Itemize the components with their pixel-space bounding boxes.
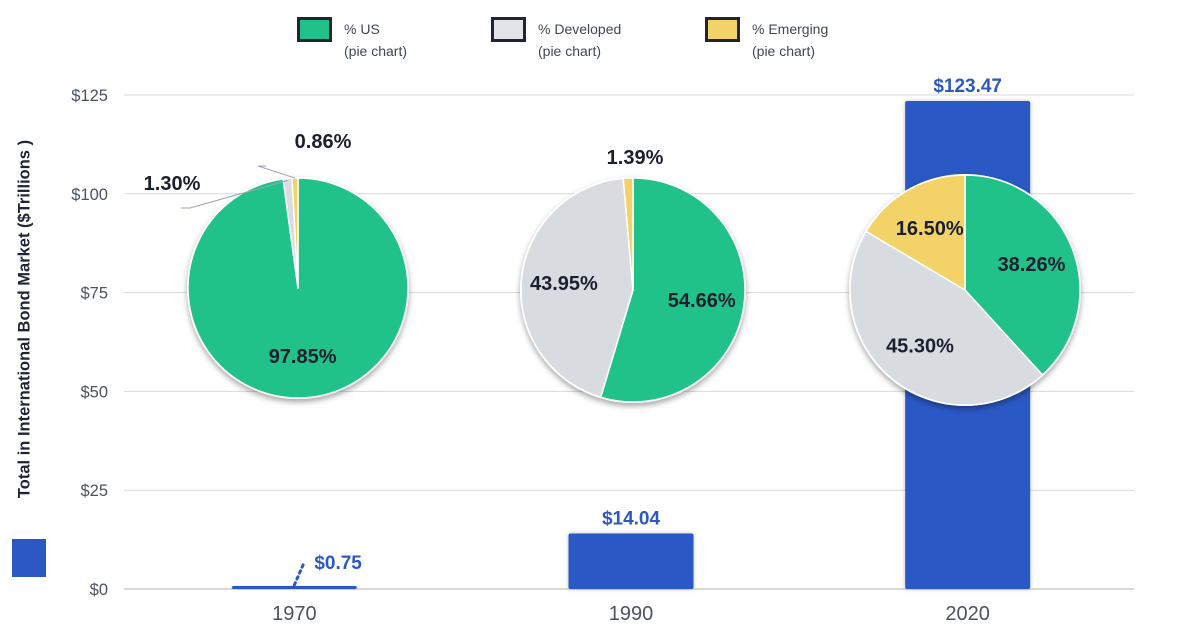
legend-swatch-developed — [491, 17, 526, 42]
y-axis-ticks: $0 $25 $50 $75 $100 $125 — [71, 87, 108, 599]
bar — [231, 586, 357, 589]
pie-label-developed: 1.30% — [144, 173, 201, 195]
legend-swatch-total[interactable] — [12, 539, 46, 577]
x-tick-label: 1970 — [272, 603, 317, 625]
pie-label-developed: 45.30% — [886, 335, 954, 357]
pie-label-emerging: 0.86% — [295, 131, 352, 153]
pie-label-emerging: 1.39% — [607, 147, 664, 169]
bar-value-label: $14.04 — [602, 509, 661, 530]
pie-leader-line — [181, 180, 288, 209]
legend-swatch-emerging — [705, 17, 740, 42]
pie-1990: 54.66% 43.95% 1.39% — [520, 147, 746, 403]
pie-2020: 38.26% 45.30% 16.50% — [849, 174, 1081, 406]
x-tick-label: 2020 — [945, 603, 990, 625]
bar-value-label: $123.47 — [933, 76, 1002, 97]
legend-item-emerging[interactable]: % Emerging (pie chart) — [705, 17, 828, 62]
pie-slice-emerging — [291, 177, 299, 289]
legend-sublabel-us: (pie chart) — [344, 43, 408, 59]
y-tick-label: $25 — [80, 482, 108, 500]
x-axis-ticks: 1970 1990 2020 — [272, 603, 990, 625]
x-tick-label: 1990 — [609, 603, 654, 625]
pie-label-us: 54.66% — [668, 290, 736, 312]
legend-sublabel-developed: (pie chart) — [538, 43, 602, 59]
pie-1970: 97.85% 1.30% 0.86% — [144, 131, 409, 399]
pie-label-us: 97.85% — [269, 346, 337, 368]
pie-slice-developed — [520, 177, 634, 398]
y-axis-title: Total in International Bond Market ($Tri… — [15, 139, 34, 499]
pie-slice-developed — [849, 230, 1044, 406]
y-tick-label: $100 — [71, 186, 108, 204]
pie-slice-us — [964, 174, 1081, 376]
legend-sublabel-emerging: (pie chart) — [752, 43, 816, 59]
pies: 97.85% 1.30% 0.86% 54.66% 43.95% 1.39% 38.26% 4… — [144, 131, 1081, 406]
legend-label-us: % US — [344, 21, 380, 37]
bar-value-labels: $0.75 $14.04 $123.47 — [292, 76, 1002, 587]
legend-swatch-us — [297, 17, 332, 42]
legend-item-us[interactable]: % US (pie chart) — [297, 17, 407, 62]
pie-slice-us — [599, 177, 746, 403]
y-tick-label: $125 — [71, 87, 108, 105]
bar-value-label: $0.75 — [314, 553, 362, 574]
y-tick-label: $75 — [80, 285, 108, 303]
pie-slice-emerging — [622, 177, 634, 291]
legend-label-emerging: % Emerging — [752, 21, 829, 37]
legend-item-developed[interactable]: % Developed (pie chart) — [491, 17, 621, 62]
pie-leader-line — [257, 165, 296, 179]
pie-label-us: 38.26% — [998, 254, 1066, 276]
bar-leader-line — [292, 560, 306, 587]
y-tick-label: $50 — [80, 383, 108, 401]
pie-slice-emerging — [865, 174, 966, 291]
bar — [568, 533, 694, 589]
pie-label-developed: 43.95% — [530, 273, 598, 295]
y-tick-label: $0 — [90, 581, 108, 599]
legend-label-developed: % Developed — [538, 21, 622, 37]
pie-label-emerging: 16.50% — [896, 218, 964, 240]
